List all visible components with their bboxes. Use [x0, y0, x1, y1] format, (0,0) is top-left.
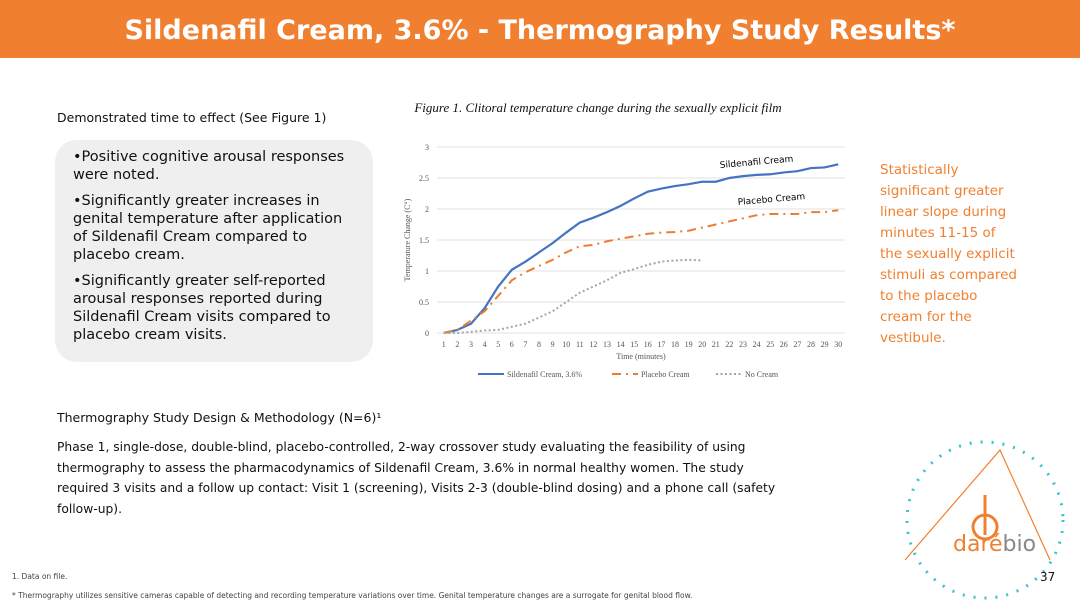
bullet: •Significantly greater increases in geni…	[73, 193, 343, 263]
right-note: Statistically significant greater linear…	[880, 162, 1017, 346]
series-line	[443, 163, 839, 335]
x-tick-label: 19	[685, 340, 693, 349]
x-tick-label: 28	[807, 340, 815, 349]
x-tick-label: 15	[630, 340, 638, 349]
x-tick-label: 14	[617, 340, 625, 349]
annotation: Placebo Cream	[737, 192, 805, 208]
legend-label: No Cream	[745, 370, 779, 379]
y-tick-label: 1.5	[419, 236, 429, 245]
x-tick-label: 1	[442, 340, 446, 349]
x-tick-label: 7	[523, 340, 527, 349]
x-tick-label: 2	[455, 340, 459, 349]
bullet: •Significantly greater self-reported aro…	[73, 273, 331, 343]
x-tick-label: 9	[551, 340, 555, 349]
page-number: 37	[1040, 570, 1056, 584]
x-tick-label: 25	[766, 340, 774, 349]
footnote: * Thermography utilizes sensitive camera…	[12, 591, 693, 600]
x-tick-label: 11	[576, 340, 584, 349]
legend-label: Sildenafil Cream, 3.6%	[507, 370, 582, 379]
bullet-box: •Positive cognitive arousal responses we…	[55, 140, 373, 362]
x-tick-label: 21	[712, 340, 720, 349]
logo-part: bio	[1002, 532, 1037, 557]
chart-title: Figure 1. Clitoral temperature change du…	[413, 100, 781, 115]
x-tick-label: 4	[483, 340, 487, 349]
x-tick-label: 6	[510, 340, 514, 349]
x-axis-label: Time (minutes)	[616, 352, 666, 361]
logo-part: daré	[953, 532, 1003, 557]
x-tick-label: 24	[753, 340, 761, 349]
x-tick-label: 16	[644, 340, 652, 349]
x-tick-label: 3	[469, 340, 473, 349]
intro: Demonstrated time to effect (See Figure …	[57, 110, 327, 125]
x-tick-label: 23	[739, 340, 747, 349]
y-tick-label: 2.5	[419, 174, 429, 183]
legend-label: Placebo Cream	[641, 370, 690, 379]
methodology-title: Thermography Study Design & Methodology …	[57, 410, 382, 425]
x-tick-label: 5	[496, 340, 500, 349]
x-tick-label: 8	[537, 340, 541, 349]
y-tick-label: 0.5	[419, 298, 429, 307]
x-tick-label: 17	[657, 340, 665, 349]
header-title: Sildenafil Cream, 3.6% - Thermography St…	[0, 0, 1080, 58]
x-tick-label: 20	[698, 340, 706, 349]
logo-lines	[904, 448, 1051, 561]
y-tick-label: 1	[425, 267, 429, 276]
footnote: 1. Data on file.	[12, 572, 68, 581]
series-line	[443, 209, 839, 334]
x-tick-label: 18	[671, 340, 679, 349]
x-tick-label: 22	[725, 340, 733, 349]
x-tick-label: 27	[793, 340, 801, 349]
bullet: •Positive cognitive arousal responses we…	[73, 149, 345, 183]
x-tick-label: 12	[589, 340, 597, 349]
annotation: Sildenafil Cream	[719, 155, 793, 171]
x-tick-label: 10	[562, 340, 570, 349]
logo-icon	[971, 495, 999, 541]
methodology-text: Phase 1, single-dose, double-blind, plac…	[57, 440, 776, 516]
x-tick-label: 30	[834, 340, 842, 349]
x-tick-label: 13	[603, 340, 611, 349]
x-tick-label: 29	[821, 340, 829, 349]
y-tick-label: 2	[425, 205, 429, 214]
x-tick-label: 26	[780, 340, 788, 349]
logo-text: darébio	[953, 532, 1036, 557]
y-tick-label: 0	[425, 329, 429, 338]
series-line	[443, 258, 703, 334]
logo-ring	[905, 440, 1065, 600]
y-tick-label: 3	[425, 143, 429, 152]
y-axis-label: Temperature Change (C°)	[403, 198, 412, 281]
